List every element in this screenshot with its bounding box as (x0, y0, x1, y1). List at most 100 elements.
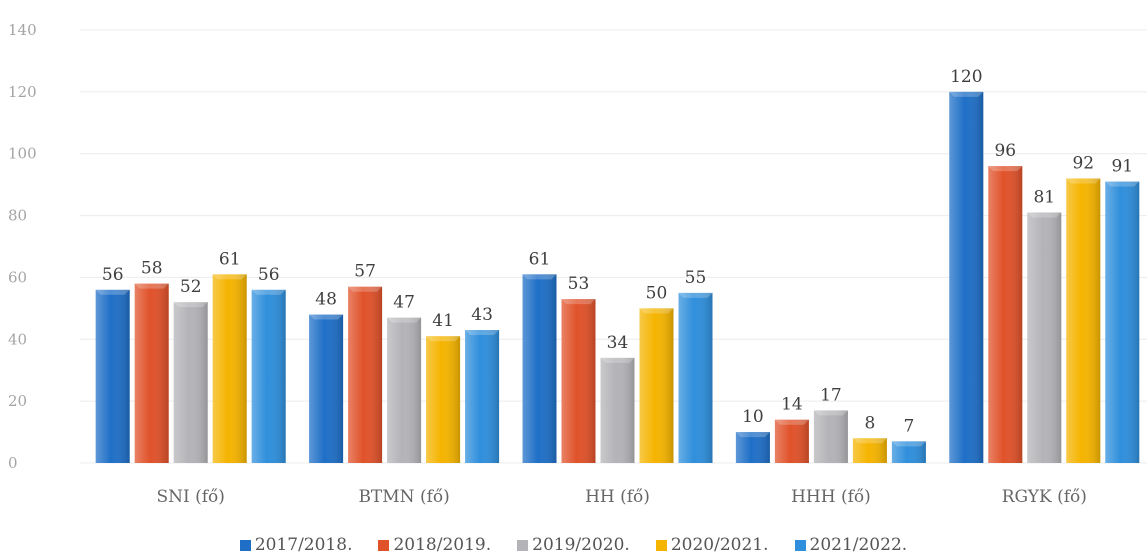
legend-label: 2020/2021. (670, 535, 769, 555)
data-label: 48 (315, 290, 337, 310)
data-label: 10 (742, 407, 764, 427)
bar (1066, 178, 1101, 463)
bar-bevel (309, 314, 344, 320)
bar-shade (735, 432, 770, 463)
y-tick-label: 40 (8, 330, 27, 348)
bar-bevel (1027, 212, 1062, 218)
data-labels: 56 58 52 61 56 48 57 47 41 43 61 53 34 50 55 10 14 17 8 7 12… (102, 67, 1133, 436)
bar-bevel (774, 419, 809, 425)
bar-shade (1027, 212, 1062, 463)
bar-bevel (813, 410, 848, 416)
bar-bevel (678, 292, 713, 298)
bar-bevel (426, 336, 461, 342)
bar-bevel (852, 438, 887, 444)
bar-bevel (949, 91, 984, 97)
bar-bevel (891, 441, 926, 447)
legend-label: 2019/2020. (532, 535, 630, 555)
bar-shade (561, 299, 596, 463)
y-tick-label: 140 (8, 21, 37, 39)
bar-shade (95, 289, 130, 463)
legend-item: 2020/2021. (655, 535, 769, 555)
data-label: 34 (607, 333, 629, 353)
bar-shade (813, 410, 848, 463)
bar-bevel (251, 289, 286, 295)
bar-shade (522, 274, 557, 463)
legend-item: 2018/2019. (378, 535, 491, 555)
bar-shade (348, 286, 383, 463)
data-label: 91 (1111, 157, 1133, 177)
bar (678, 292, 713, 463)
data-label: 92 (1072, 153, 1094, 173)
bar-shade (852, 438, 887, 463)
legend-label: 2017/2018. (254, 535, 353, 555)
bar-shade (1105, 181, 1140, 464)
y-axis: 0 20 40 60 80 100 120 140 (8, 21, 37, 472)
bar-bevel (522, 274, 557, 280)
bar-bevel (173, 302, 208, 308)
bars (95, 91, 1140, 464)
legend-swatch (378, 539, 390, 551)
bar (95, 289, 130, 463)
bar (522, 274, 557, 463)
bar-shade (988, 166, 1023, 464)
data-label: 96 (994, 141, 1016, 161)
data-label: 47 (393, 293, 415, 313)
y-tick-label: 60 (8, 268, 27, 286)
legend-swatch (239, 539, 251, 551)
bar-bevel (465, 330, 500, 336)
data-label: 50 (646, 283, 668, 303)
category-label: HHH (fő) (791, 487, 871, 507)
bar-bevel (95, 289, 130, 295)
bar-shade (173, 302, 208, 463)
bar (561, 299, 596, 463)
bar-shade (1066, 178, 1101, 463)
bar-bevel (639, 308, 674, 314)
bar (735, 432, 770, 463)
y-tick-label: 80 (8, 207, 27, 225)
y-tick-label: 120 (8, 83, 37, 101)
bar (891, 441, 926, 463)
data-label: 56 (102, 265, 124, 285)
bar-shade (639, 308, 674, 463)
y-tick-label: 100 (8, 145, 37, 163)
data-label: 43 (471, 305, 493, 325)
bar (949, 91, 984, 463)
bar (173, 302, 208, 463)
bar-shade (465, 330, 500, 463)
legend-label: 2021/2022. (809, 535, 908, 555)
bar-shade (212, 274, 247, 463)
bar-bevel (600, 357, 635, 363)
bar (1027, 212, 1062, 463)
bar (465, 330, 500, 463)
y-tick-label: 20 (8, 392, 27, 410)
data-label: 57 (354, 262, 376, 282)
bar-bevel (988, 166, 1023, 172)
legend-item: 2021/2022. (794, 535, 908, 555)
y-tick-label: 0 (8, 454, 18, 472)
bar (309, 314, 344, 463)
data-label: 55 (685, 268, 707, 288)
bar-shade (426, 336, 461, 463)
legend-swatch (517, 539, 529, 551)
bar (134, 283, 169, 463)
bar-shade (251, 289, 286, 463)
bar (639, 308, 674, 463)
data-label: 41 (432, 311, 454, 331)
legend-label: 2018/2019. (393, 535, 492, 555)
bar-chart: 0 20 40 60 80 100 120 140 56 58 52 61 56 48 57 47 41 43 6… (8, 21, 1147, 507)
data-label: 7 (903, 416, 914, 436)
data-label: 52 (180, 277, 202, 297)
data-label: 81 (1033, 187, 1055, 207)
legend-swatch (655, 539, 667, 551)
bar (774, 419, 809, 463)
data-label: 61 (219, 249, 241, 269)
category-label: SNI (fő) (156, 487, 224, 507)
bar (600, 357, 635, 463)
bar-shade (949, 91, 984, 463)
legend-item: 2017/2018. (239, 535, 353, 555)
bar (348, 286, 383, 463)
category-label: HH (fő) (585, 487, 650, 507)
bar-shade (309, 314, 344, 463)
bar-bevel (561, 299, 596, 305)
bar (1105, 181, 1140, 464)
